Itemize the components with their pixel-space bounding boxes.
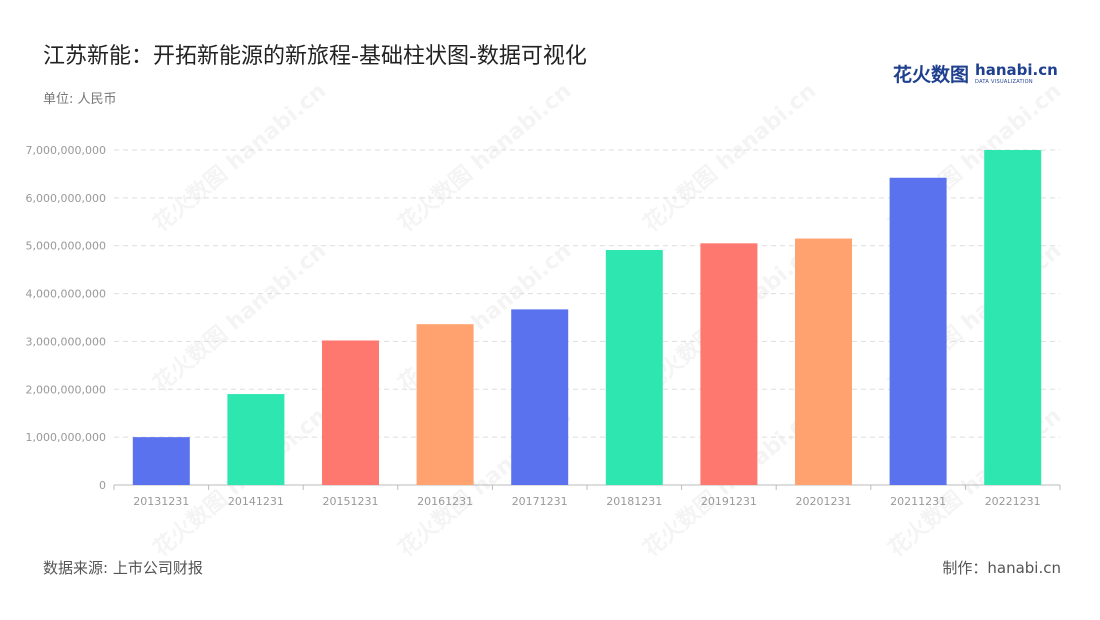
x-tick-label: 20161231: [417, 495, 473, 508]
x-tick-label: 20181231: [606, 495, 662, 508]
x-tick-label: 20151231: [323, 495, 379, 508]
x-tick-label: 20201231: [796, 495, 852, 508]
y-tick-label: 0: [99, 479, 106, 492]
brand-logo: 花火数图 hanabi.cn DATA VISUALIZATION: [893, 60, 1058, 87]
bar-20161231: [416, 324, 474, 485]
y-tick-label: 5,000,000,000: [26, 240, 106, 253]
bars: [132, 150, 1042, 485]
y-tick-label: 6,000,000,000: [26, 192, 106, 205]
unit-label: 单位: 人民币: [43, 92, 117, 107]
x-axis: 20131231 20141231 20151231 20161231 20171231…: [113, 485, 1061, 508]
bar-20151231: [322, 340, 379, 485]
y-tick-label: 7,000,000,000: [26, 144, 106, 157]
x-tick-label: 20131231: [133, 495, 189, 508]
y-axis: 0 1,000,000,000 2,000,000,000 3,000,000,000…: [26, 144, 106, 492]
logo-sub-text: DATA VISUALIZATION: [975, 78, 1033, 85]
bar-20181231: [605, 250, 663, 485]
logo-en-text: hanabi.cn: [975, 60, 1058, 79]
page-title: 江苏新能：开拓新能源的新旅程-基础柱状图-数据可视化: [43, 44, 587, 69]
y-tick-label: 1,000,000,000: [26, 431, 106, 444]
bar-20131231: [132, 437, 190, 485]
bar-20171231: [511, 309, 569, 485]
x-tick-label: 20141231: [228, 495, 284, 508]
bar-20221231: [984, 150, 1042, 485]
bar-20191231: [700, 243, 758, 485]
logo-en-block: hanabi.cn DATA VISUALIZATION: [975, 60, 1058, 85]
x-tick-label: 20171231: [512, 495, 568, 508]
bar-20201231: [795, 238, 852, 485]
bar-20211231: [889, 177, 947, 485]
y-tick-label: 3,000,000,000: [26, 335, 106, 348]
bar-20141231: [227, 394, 285, 485]
logo-cn-text: 花火数图: [893, 64, 970, 86]
data-source: 数据来源: 上市公司财报: [43, 559, 203, 577]
x-tick-label: 20221231: [985, 495, 1041, 508]
y-tick-label: 4,000,000,000: [26, 288, 106, 301]
x-tick-label: 20211231: [890, 495, 946, 508]
maker-credit: 制作：hanabi.cn: [942, 559, 1061, 577]
x-tick-label: 20191231: [701, 495, 757, 508]
y-tick-label: 2,000,000,000: [26, 383, 106, 396]
